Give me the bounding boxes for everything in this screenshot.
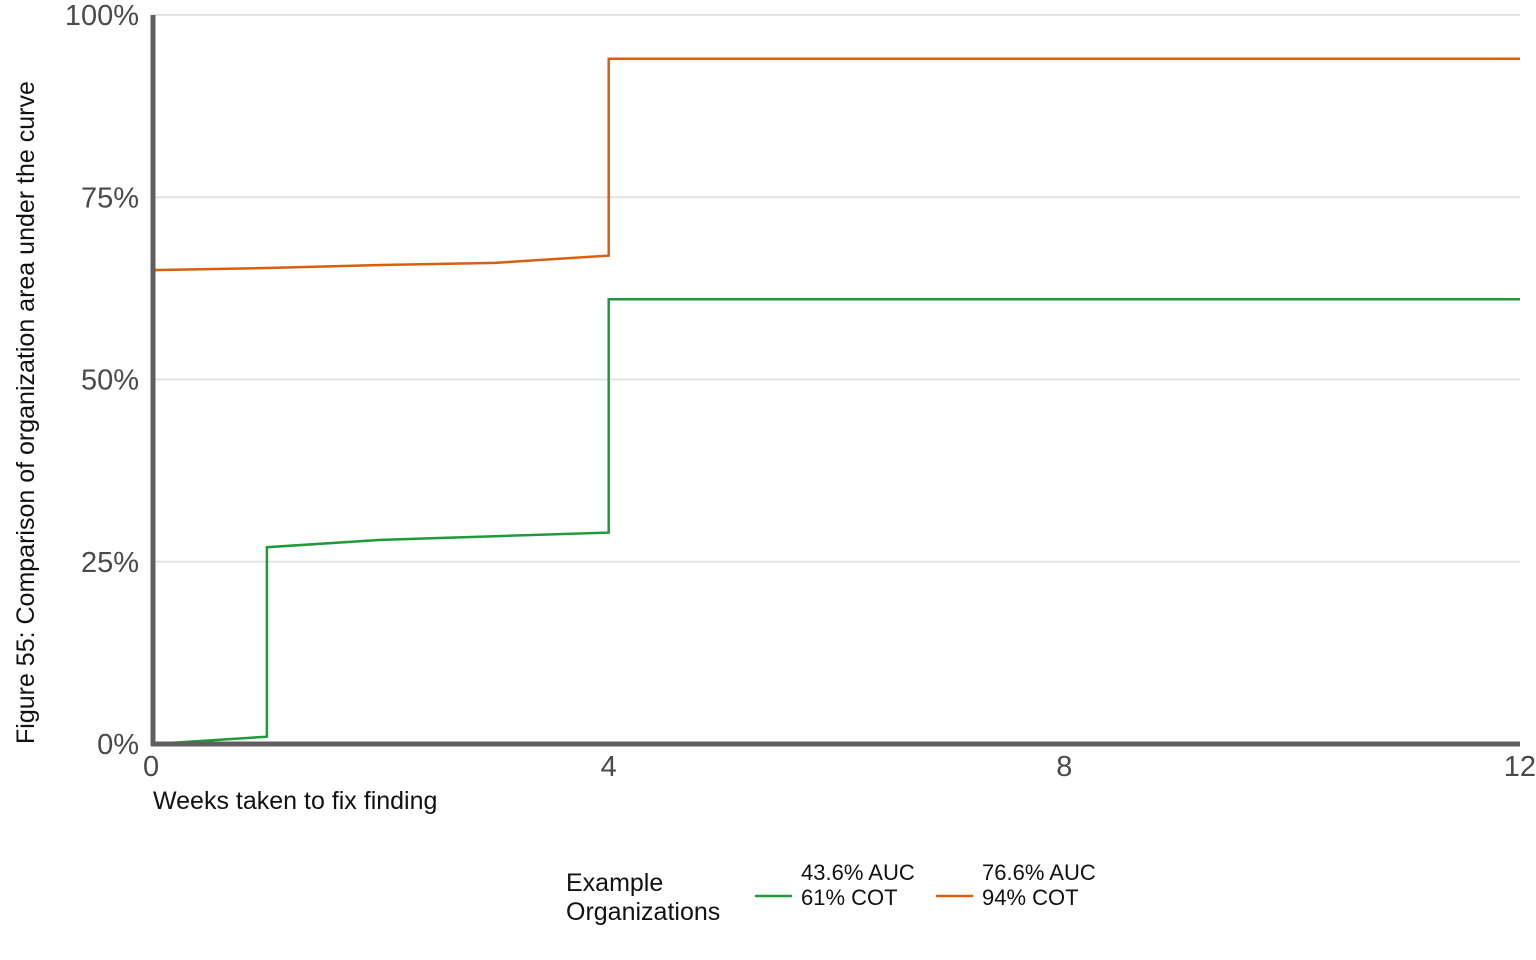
series-line-2: [152, 57, 1520, 272]
y-tick-label-0: 0%: [97, 729, 139, 761]
x-tick-labels: 0 4 8 12: [143, 751, 1536, 783]
gridlines: [153, 14, 1520, 563]
legend-label: 76.6% AUC 94% COT: [982, 860, 1096, 910]
legend-item-1: 43.6% AUC 61% COT: [755, 860, 915, 910]
y-tick-labels: 0% 25% 50% 75% 100%: [65, 0, 139, 761]
x-tick-label-12: 12: [1504, 751, 1536, 783]
x-axis-title: Weeks taken to fix finding: [153, 787, 437, 815]
y-tick-label-75: 75%: [81, 182, 139, 214]
legend-title-line: Organizations: [566, 898, 720, 926]
legend-title-line: Example: [566, 869, 663, 897]
legend-label: 43.6% AUC 61% COT: [801, 860, 915, 910]
legend-title: Example Organizations: [566, 869, 720, 926]
legend-item-2: 76.6% AUC 94% COT: [936, 860, 1096, 910]
legend: Example Organizations 43.6% AUC 61% COT 76.…: [566, 860, 1096, 926]
y-tick-label-100: 100%: [65, 0, 139, 32]
legend-label-line: 94% COT: [982, 885, 1079, 910]
y-tick-label-25: 25%: [81, 547, 139, 579]
x-tick-label-4: 4: [601, 751, 617, 783]
series-layer: [152, 57, 1520, 746]
y-tick-label-50: 50%: [81, 365, 139, 397]
legend-items: 43.6% AUC 61% COT 76.6% AUC 94% COT: [755, 860, 1096, 910]
y-axis-title: Figure 55: Comparison of organization ar…: [12, 81, 40, 744]
x-tick-label-8: 8: [1056, 751, 1072, 783]
legend-label-line: 61% COT: [801, 885, 898, 910]
series-line-1: [152, 298, 1520, 746]
legend-label-line: 76.6% AUC: [982, 860, 1096, 885]
legend-label-line: 43.6% AUC: [801, 860, 915, 885]
x-tick-label-0: 0: [143, 751, 159, 783]
